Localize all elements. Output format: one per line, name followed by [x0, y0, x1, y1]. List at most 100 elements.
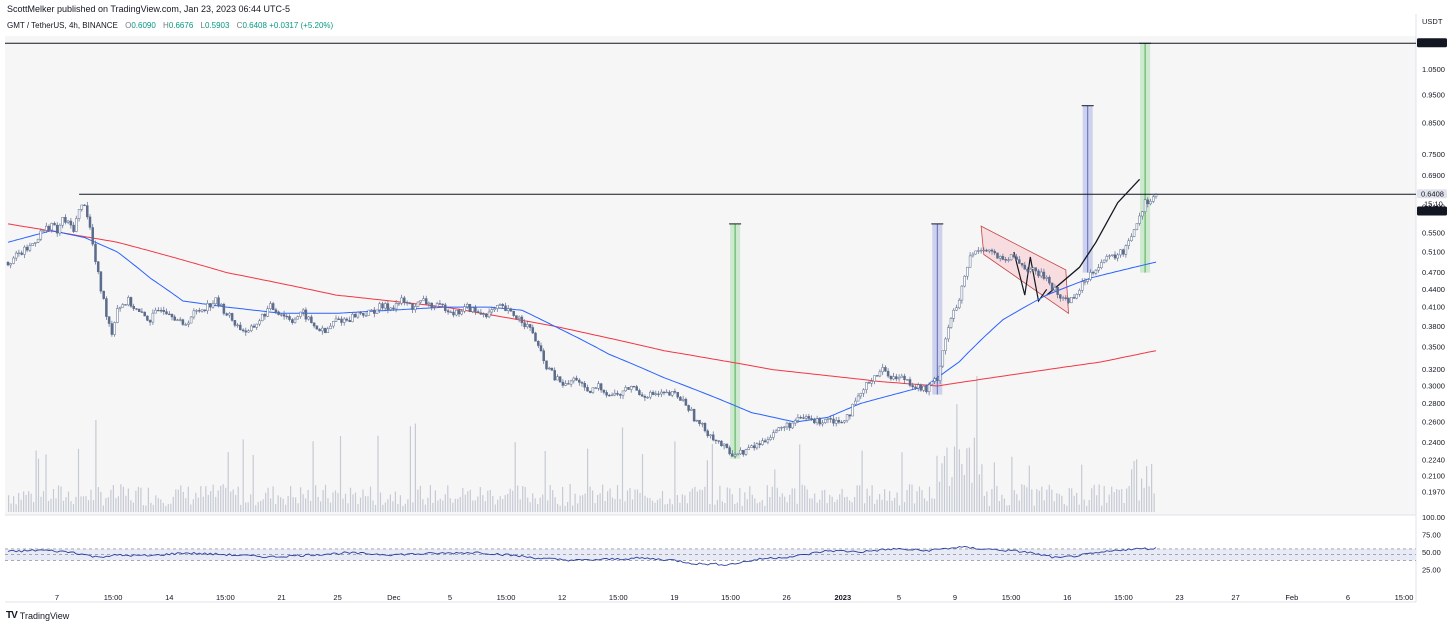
candle-body [903, 375, 906, 381]
volume-bar [816, 502, 818, 512]
volume-bar [864, 503, 866, 512]
volume-bar [1073, 495, 1075, 512]
volume-bar [287, 496, 289, 512]
volume-bar [579, 495, 581, 512]
candle-body [840, 421, 843, 424]
volume-bar [754, 498, 756, 512]
candle-body [982, 249, 986, 252]
volume-bar [217, 490, 219, 512]
volume-bar [1113, 492, 1115, 512]
volume-bar [1046, 489, 1048, 512]
time-axis-tick: 5 [897, 593, 901, 602]
volume-bar [152, 504, 154, 512]
candle-body [187, 322, 190, 325]
rsi-band [5, 548, 1416, 561]
volume-bar [918, 486, 921, 512]
volume-bar [1068, 488, 1070, 512]
candle-body [553, 370, 556, 381]
volume-bar [607, 491, 609, 512]
candle-body [588, 390, 592, 393]
candle-body [110, 323, 114, 335]
candle-body [993, 251, 996, 254]
volume-bar [646, 497, 649, 512]
candle-body [889, 375, 893, 380]
volume-bar [1051, 489, 1053, 512]
candle-body [1012, 254, 1016, 258]
volume-bar [799, 444, 801, 512]
candle-body [821, 422, 824, 425]
tradingview-brand[interactable]: TV TradingView [6, 610, 69, 621]
time-axis-tick: 15:00 [216, 593, 235, 602]
volume-bar [749, 486, 751, 512]
time-axis[interactable]: 7 15:00 14 15:00 21 25 Dec 5 15:00 12 15:00 19 15:00… [55, 593, 1413, 602]
currency-label: USDT [1422, 17, 1443, 26]
volume-bar [851, 502, 853, 512]
candle-body [61, 217, 64, 226]
candle-body [725, 443, 729, 448]
candles [6, 193, 1158, 458]
candle-body [1067, 297, 1070, 304]
volume-bar [1078, 504, 1080, 512]
volume-bar [814, 493, 816, 512]
price-axis[interactable]: 1.05000.95000.85000.75000.69000.61000.55… [1417, 38, 1447, 497]
volume-bar [260, 500, 262, 512]
candle-body [408, 302, 412, 305]
volume-bar [507, 493, 509, 512]
candle-body [1105, 256, 1109, 261]
volume-bar [1101, 505, 1103, 512]
volume-bar [734, 503, 736, 512]
volume-bar [634, 489, 636, 512]
volume-bar [187, 486, 189, 512]
volume-bar [661, 490, 664, 512]
volume-bar [911, 484, 913, 512]
candle-body [854, 400, 857, 405]
ohlc-low-value: 0.5903 [204, 21, 230, 30]
candle-body [539, 345, 543, 351]
volume-bar [724, 503, 726, 512]
volume-bar [631, 499, 634, 512]
volume-bar [172, 496, 174, 512]
volume-bar [429, 485, 431, 512]
candle-body [649, 391, 652, 398]
candle-body [280, 314, 283, 316]
volume-bar [202, 496, 204, 512]
volume-bar [387, 499, 389, 512]
candle-body [739, 449, 742, 455]
volume-bar [512, 490, 514, 512]
price-axis-tick: 0.4700 [1422, 268, 1445, 277]
candle-body [299, 311, 302, 317]
candle-body [9, 263, 12, 266]
volume-bar [624, 501, 626, 512]
candle-body [752, 445, 756, 449]
volume-bar [28, 491, 30, 512]
candle-body [616, 392, 619, 395]
candle-body [373, 309, 376, 314]
candle-body [435, 303, 439, 307]
volume-bar [621, 427, 624, 512]
volume-bar [824, 489, 826, 512]
volume-bar [157, 498, 159, 512]
volume-bar [1058, 493, 1060, 512]
volume-bar [200, 486, 202, 512]
candle-body [594, 387, 597, 389]
candle-body [250, 325, 253, 332]
candle-body [1111, 254, 1114, 256]
candle-body [515, 315, 518, 319]
volume-bar [270, 498, 272, 512]
candle-body [711, 434, 715, 441]
candle-body [1152, 196, 1155, 202]
volume-bar [1111, 486, 1113, 512]
volume-bar [245, 502, 247, 512]
volume-bar [140, 487, 142, 512]
candle-body [23, 246, 26, 255]
candle-body [733, 454, 737, 457]
volume-bar [252, 454, 254, 512]
volume-bar [834, 502, 836, 512]
volume-bar [30, 493, 32, 512]
candle-body [266, 308, 269, 317]
volume-bar [449, 498, 451, 512]
candle-body [897, 377, 901, 380]
volume-bar [177, 489, 179, 512]
volume-bar [65, 497, 67, 512]
